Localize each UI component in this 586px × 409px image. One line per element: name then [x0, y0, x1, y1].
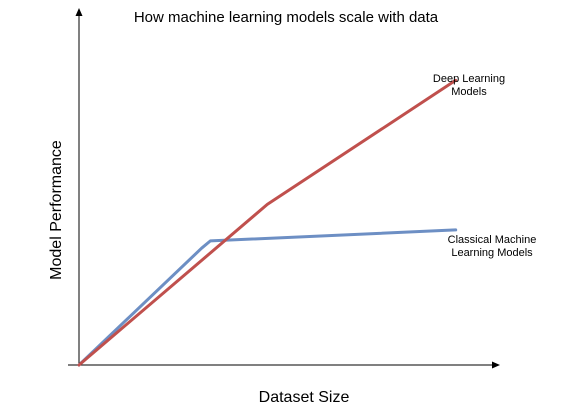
series-label-0: Deep Learning Models	[433, 73, 505, 98]
y-axis	[75, 8, 83, 365]
series-label-line: Deep Learning	[433, 73, 505, 85]
series-line-1	[77, 228, 458, 367]
series-label-line: Learning Models	[451, 247, 533, 259]
series-label-line: Models	[451, 86, 487, 98]
y-axis-arrow	[75, 8, 83, 16]
series-label-line: Classical Machine	[448, 234, 537, 246]
x-axis-arrow	[492, 361, 500, 369]
series-layer: Deep Learning Models Classical Machine Lear…	[77, 73, 537, 367]
y-axis-label: Model Performance	[48, 140, 65, 280]
x-axis-label: Dataset Size	[259, 389, 350, 406]
x-axis	[68, 361, 500, 369]
series-label-1: Classical Machine Learning Models	[448, 234, 537, 259]
chart-title: How machine learning models scale with d…	[134, 9, 439, 26]
series-line-0	[77, 78, 458, 367]
